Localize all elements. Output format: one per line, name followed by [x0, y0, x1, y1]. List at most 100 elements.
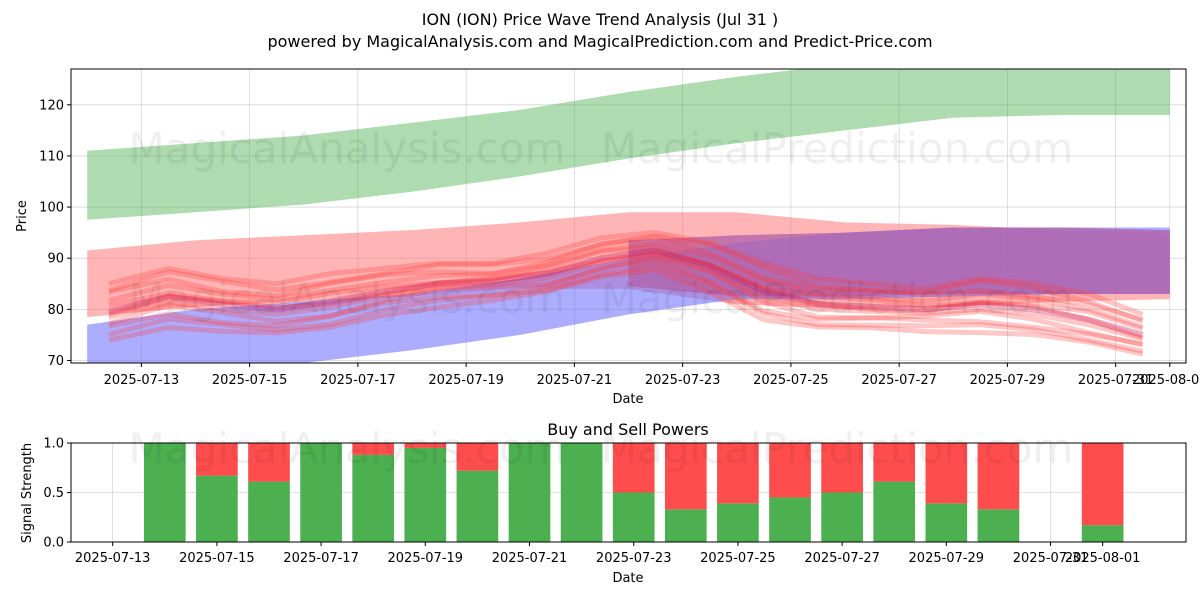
signal-y-ticks: 0.0 0.5 1.0 [43, 437, 71, 551]
signal-y-tick-0: 0.0 [43, 536, 64, 551]
price-y-tick-0: 70 [47, 354, 64, 369]
sell-bar-2025-07-20 [456, 443, 499, 471]
signal-y-tick-1: 0.5 [43, 486, 64, 501]
price-x-tick-7: 2025-07-27 [861, 373, 937, 388]
buy-bar-2025-07-19 [404, 447, 447, 542]
buy-bar-2025-07-29 [925, 503, 968, 542]
price-y-tick-4: 110 [39, 149, 64, 164]
price-wave-panel: MagicalAnalysis.com MagicalPrediction.co… [15, 68, 1200, 407]
buy-bar-2025-07-28 [873, 481, 916, 542]
buy-bar-2025-07-21 [508, 443, 551, 542]
price-plot-area [87, 69, 1170, 363]
buy-bar-2025-07-18 [352, 454, 395, 542]
buy-bar-2025-08-01 [1081, 525, 1124, 542]
sell-bar-2025-07-18 [352, 443, 395, 455]
sell-bar-2025-07-28 [873, 443, 916, 482]
watermark-prediction-bars: MagicalPrediction.com [601, 424, 1074, 473]
price-y-ticks: 70 80 90 100 110 120 [39, 98, 71, 369]
chart-subtitle: powered by MagicalAnalysis.com and Magic… [267, 32, 932, 51]
green-band-0 [87, 69, 1170, 220]
buy-bar-2025-07-30 [977, 509, 1020, 542]
watermark-analysis-bars: MagicalAnalysis.com [129, 424, 566, 473]
buy-bar-2025-07-20 [456, 470, 499, 542]
red-wave-line-3 [108, 254, 1144, 348]
red-wave-line-1 [108, 262, 1144, 354]
price-x-ticks: 2025-07-13 2025-07-15 2025-07-17 2025-07-19… [104, 363, 1200, 388]
sell-bar-2025-07-19 [404, 443, 447, 448]
price-x-tick-6: 2025-07-25 [753, 373, 829, 388]
buy-bar-2025-07-14 [143, 443, 186, 542]
sell-bar-2025-07-27 [821, 443, 863, 493]
signal-x-ticks: 2025-07-13 2025-07-15 2025-07-17 2025-07-19… [75, 542, 1141, 566]
buy-sell-panel: Buy and Sell Powers MagicalAnalysis.com … [20, 420, 1187, 586]
buy-bar-2025-07-15 [196, 475, 238, 542]
watermark-analysis-low: MagicalAnalysis.com [129, 274, 566, 323]
price-x-tick-4: 2025-07-21 [537, 373, 613, 388]
watermark-prediction-low: MagicalPrediction.com [601, 274, 1074, 323]
buy-bar-2025-07-23 [612, 492, 655, 542]
buy-bar-2025-07-24 [664, 509, 707, 542]
price-x-tick-3: 2025-07-19 [428, 373, 504, 388]
signal-y-tick-2: 1.0 [43, 437, 64, 452]
buy-bar-2025-07-27 [821, 492, 863, 542]
wave-mid-line [108, 247, 1144, 338]
chart-title: ION (ION) Price Wave Trend Analysis (Jul… [422, 10, 779, 29]
watermark-prediction: MagicalPrediction.com [601, 124, 1074, 173]
signal-x-tick-0: 2025-07-13 [75, 551, 151, 566]
price-x-tick-5: 2025-07-23 [645, 373, 721, 388]
sell-bar-2025-08-01 [1081, 443, 1124, 526]
signal-x-tick-10: 2025-08-01 [1065, 551, 1141, 566]
red-wave-line-5 [108, 250, 1144, 341]
price-y-tick-2: 90 [47, 252, 64, 267]
watermark-analysis: MagicalAnalysis.com [129, 124, 566, 173]
red-wave-line-10 [108, 230, 1144, 317]
sell-bar-2025-07-16 [248, 443, 290, 482]
buy-sell-title: Buy and Sell Powers [547, 420, 709, 439]
buy-bar-2025-07-25 [717, 503, 759, 542]
price-x-tick-9: 2025-07-31 [1078, 373, 1154, 388]
signal-bars [143, 443, 1124, 542]
buy-bar-2025-07-22 [560, 443, 603, 542]
price-x-tick-1: 2025-07-15 [212, 373, 288, 388]
signal-x-tick-6: 2025-07-25 [700, 551, 776, 566]
price-x-tick-2: 2025-07-17 [320, 373, 396, 388]
red-wave-line-0 [108, 267, 1144, 357]
sell-bar-2025-07-29 [925, 443, 968, 504]
price-y-tick-3: 100 [39, 201, 64, 216]
signal-y-axis-label: Signal Strength [20, 443, 35, 543]
signal-x-tick-2: 2025-07-17 [283, 551, 359, 566]
sell-bar-2025-07-15 [196, 443, 238, 476]
buy-bar-2025-07-26 [769, 497, 811, 542]
red-wave-line-7 [108, 240, 1144, 330]
red-wave-line-6 [108, 244, 1144, 332]
price-x-tick-0: 2025-07-13 [104, 373, 180, 388]
signal-x-tick-9: 2025-07-31 [1013, 551, 1089, 566]
red-wave-line-2 [108, 256, 1144, 347]
red-wave-line-4 [108, 251, 1144, 342]
price-y-tick-5: 120 [39, 98, 64, 113]
sell-bar-2025-07-26 [769, 443, 811, 498]
signal-x-tick-5: 2025-07-23 [596, 551, 672, 566]
signal-x-tick-8: 2025-07-29 [909, 551, 985, 566]
signal-x-tick-1: 2025-07-15 [179, 551, 255, 566]
price-x-axis-label: Date [612, 392, 643, 407]
purple-band-3 [628, 227, 1170, 297]
price-axes-frame [70, 68, 1187, 364]
sell-bar-2025-07-23 [612, 443, 655, 493]
red-wave-line-8 [108, 234, 1144, 323]
buy-bar-2025-07-16 [248, 481, 290, 542]
price-y-tick-1: 80 [47, 303, 64, 318]
buy-bar-2025-07-17 [300, 443, 342, 542]
signal-x-tick-7: 2025-07-27 [804, 551, 880, 566]
price-x-tick-8: 2025-07-29 [970, 373, 1046, 388]
signal-x-tick-4: 2025-07-21 [492, 551, 568, 566]
sell-bar-2025-07-25 [717, 443, 759, 504]
price-y-axis-label: Price [15, 200, 30, 232]
signal-x-axis-label: Date [612, 571, 643, 586]
red-wave-line-9 [108, 233, 1144, 324]
price-x-tick-10: 2025-08-01 [1132, 373, 1200, 388]
sell-bar-2025-07-24 [664, 443, 707, 510]
signal-x-tick-3: 2025-07-19 [388, 551, 464, 566]
sell-bar-2025-07-30 [977, 443, 1020, 510]
